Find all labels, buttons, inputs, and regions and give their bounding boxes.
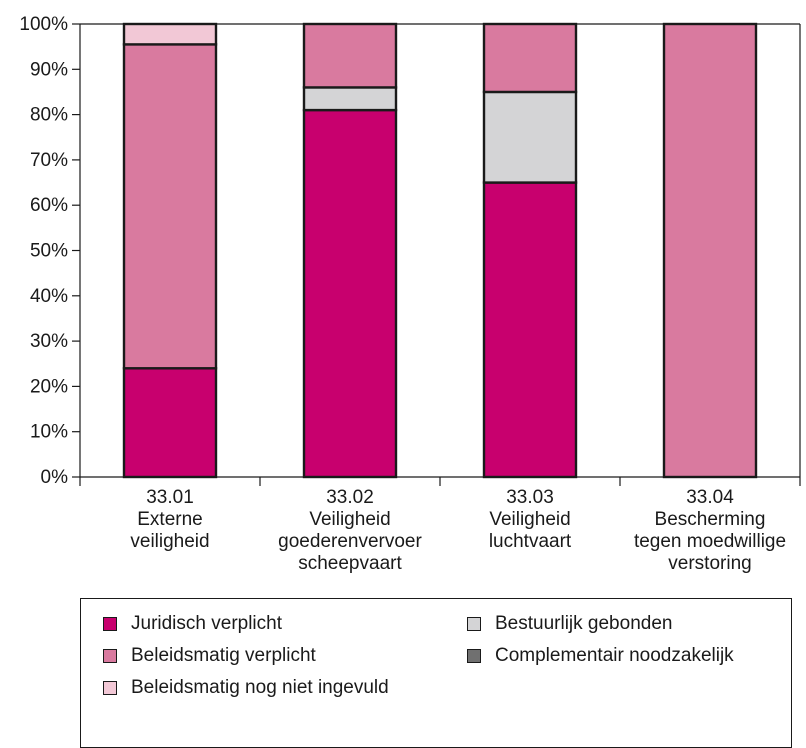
x-category-label: 33.02 <box>326 487 374 508</box>
legend-label-complementair-noodzakelijk: Complementair noodzakelijk <box>495 645 734 666</box>
x-category-label: goederenvervoer <box>278 531 422 552</box>
bar-segment <box>482 90 578 184</box>
legend-swatch-beleidsmatig-nog-niet-ingevuld <box>103 681 117 695</box>
y-tick-label: 90% <box>30 59 68 80</box>
legend-label-beleidsmatig-verplicht: Beleidsmatig verplicht <box>131 645 316 666</box>
x-category-label: Externe <box>137 509 202 530</box>
y-tick-label: 60% <box>30 195 68 216</box>
legend-swatch-bestuurlijk-gebonden <box>467 617 481 631</box>
x-category-label: 33.01 <box>146 487 194 508</box>
y-tick-label: 0% <box>41 467 69 488</box>
bar-segment <box>122 367 218 479</box>
y-tick-label: 50% <box>30 241 68 262</box>
bar-segment <box>302 108 398 479</box>
x-category-label: verstoring <box>668 553 751 574</box>
bar-segment <box>482 181 578 479</box>
legend-item-complementair-noodzakelijk: Complementair noodzakelijk <box>467 645 734 667</box>
x-category-label: 33.03 <box>506 487 554 508</box>
y-tick-label: 30% <box>30 331 68 352</box>
legend-item-beleidsmatig-nog-niet-ingevuld: Beleidsmatig nog niet ingevuld <box>103 677 389 699</box>
bar-segment <box>302 86 398 112</box>
legend-label-beleidsmatig-nog-niet-ingevuld: Beleidsmatig nog niet ingevuld <box>131 677 389 698</box>
x-category-label: tegen moedwillige <box>634 531 786 552</box>
x-category-label: 33.04 <box>686 487 734 508</box>
legend-swatch-juridisch-verplicht <box>103 617 117 631</box>
bar-segment <box>122 22 218 46</box>
legend: Juridisch verplicht Beleidsmatig verplic… <box>80 598 792 748</box>
bar-segment <box>122 43 218 370</box>
x-category-label: scheepvaart <box>298 553 402 574</box>
y-tick-label: 100% <box>19 14 68 35</box>
bar-segment <box>662 22 758 479</box>
bar-segment <box>482 22 578 94</box>
bar-segment <box>302 22 398 89</box>
legend-item-bestuurlijk-gebonden: Bestuurlijk gebonden <box>467 613 672 635</box>
x-category-label: Veiligheid <box>309 509 390 530</box>
y-tick-label: 40% <box>30 286 68 307</box>
legend-item-juridisch-verplicht: Juridisch verplicht <box>103 613 282 635</box>
x-category-label: veiligheid <box>130 531 209 552</box>
legend-item-beleidsmatig-verplicht: Beleidsmatig verplicht <box>103 645 316 667</box>
x-category-label: Bescherming <box>655 509 766 530</box>
y-tick-label: 80% <box>30 105 68 126</box>
legend-label-juridisch-verplicht: Juridisch verplicht <box>131 613 282 634</box>
legend-swatch-complementair-noodzakelijk <box>467 649 481 663</box>
stacked-bar-chart: 0% 10% 20% 30% 40% 50% 60% 70% 80% 90% 100% 33.01Ex… <box>19 14 801 574</box>
legend-swatch-beleidsmatig-verplicht <box>103 649 117 663</box>
legend-label-bestuurlijk-gebonden: Bestuurlijk gebonden <box>495 613 673 634</box>
y-tick-label: 70% <box>30 150 68 171</box>
x-category-label: Veiligheid <box>489 509 570 530</box>
x-category-label: luchtvaart <box>489 531 572 552</box>
y-tick-label: 20% <box>30 376 68 397</box>
y-tick-label: 10% <box>30 422 68 443</box>
